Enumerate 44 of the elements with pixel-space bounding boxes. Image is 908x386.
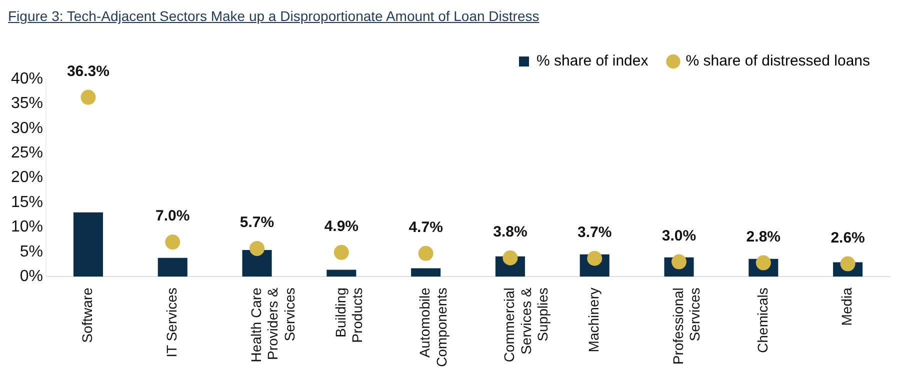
- data-label: 4.9%: [324, 218, 359, 236]
- bar: [73, 212, 103, 277]
- point: [250, 240, 265, 256]
- point: [502, 250, 518, 266]
- legend-label: % share of index: [536, 52, 649, 70]
- y-tick-label: 0%: [20, 268, 44, 286]
- y-tick-label: 40%: [10, 70, 44, 88]
- data-label: 3.0%: [662, 227, 696, 244]
- data-label: 4.7%: [408, 219, 443, 236]
- bar: [158, 258, 188, 277]
- x-tick-label: Chemicals: [754, 288, 770, 353]
- data-label: 3.8%: [493, 223, 528, 240]
- y-tick-label: 30%: [10, 120, 44, 137]
- y-tick-label: 35%: [10, 95, 44, 112]
- data-label: 2.8%: [746, 228, 781, 246]
- bar: [242, 250, 272, 277]
- x-tick-label: Building Products: [332, 288, 366, 343]
- chart-title: Figure 3: Tech-Adjacent Sectors Make up a Disproportionate Amount of Loan Distress: [8, 8, 540, 24]
- point: [840, 256, 856, 272]
- data-label: 36.3%: [66, 62, 110, 80]
- point: [80, 90, 96, 105]
- data-label: 3.7%: [578, 224, 612, 241]
- point: [165, 234, 180, 250]
- y-tick-label: 25%: [10, 144, 44, 162]
- x-tick-label: IT Services: [163, 288, 180, 358]
- point: [418, 246, 434, 261]
- bar: [411, 268, 441, 277]
- x-tick-label: Machinery: [585, 288, 602, 352]
- y-tick-label: 15%: [10, 194, 44, 211]
- legend-label: % share of distressed loans: [686, 52, 870, 70]
- data-label: 7.0%: [156, 208, 190, 225]
- x-tick-label: Software: [79, 287, 96, 343]
- data-label: 2.6%: [830, 229, 865, 246]
- x-tick-label: Media: [838, 287, 855, 326]
- bar: [326, 270, 356, 277]
- y-tick-label: 20%: [10, 169, 44, 186]
- y-tick-label: 5%: [20, 243, 44, 260]
- y-tick-label: 10%: [10, 218, 44, 236]
- x-tick-label: Health Care Providers & Services: [248, 286, 298, 362]
- x-tick-label: Automobile Components: [416, 287, 450, 368]
- x-tick-label: Professional Services: [670, 288, 703, 365]
- point: [334, 244, 349, 260]
- x-tick-label: Commercial Services & Supplies: [501, 286, 551, 362]
- data-label: 5.7%: [240, 214, 274, 232]
